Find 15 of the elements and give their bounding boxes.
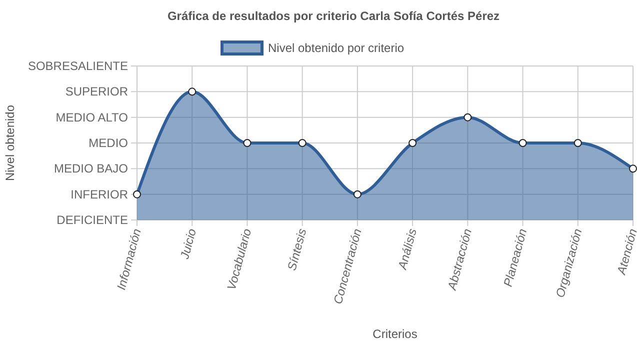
x-tick-label: Atención [614, 226, 637, 277]
x-tick-label: Síntesis [284, 227, 310, 272]
category-label: DEFICIENTE [56, 213, 128, 227]
category-label: SUPERIOR [65, 84, 128, 99]
x-tick-label: Análisis [394, 227, 420, 272]
legend-label: Nivel obtenido por criterio [268, 41, 404, 55]
text: Nivel obtenido [3, 104, 17, 182]
x-axis-title: Criterios [372, 327, 418, 341]
x-tick-label: Juicio [177, 226, 200, 262]
chart-title: Gráfica de resultados por criterio Carla Sofía Cortés Pérez [167, 9, 500, 23]
category-label: MEDIO [88, 136, 128, 150]
category-label: INFERIOR [70, 187, 128, 202]
category-label: SOBRESALIENTE [28, 59, 128, 73]
category-label: MEDIO BAJO [54, 162, 128, 176]
category-label: MEDIO ALTO [56, 110, 128, 124]
